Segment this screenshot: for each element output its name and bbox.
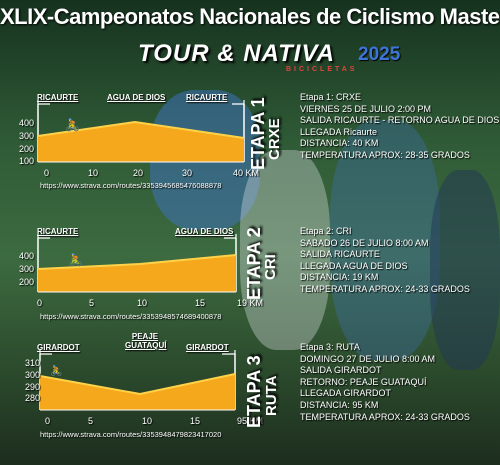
info-line: SALIDA RICAURTE - RETORNO AGUA DE DIOS	[300, 115, 500, 126]
x-tick: 40 KM	[233, 168, 260, 178]
background-photo-rider	[430, 170, 500, 370]
cyclist-icon: 🚴	[65, 118, 80, 132]
x-tick: 5	[89, 298, 95, 308]
elevation-profile	[39, 350, 236, 411]
y-tick: 300	[18, 264, 34, 274]
x-tick: 30	[182, 168, 193, 178]
x-tick: 20	[133, 168, 144, 178]
background-photo-rider	[330, 120, 440, 360]
info-line: SALIDA RICAURTE	[300, 249, 380, 260]
x-tick: 0	[37, 298, 43, 308]
y-tick: 300	[18, 131, 34, 141]
stage-number: ETAPA 3	[244, 355, 264, 428]
brand-year: 2025	[358, 44, 401, 65]
info-line: SABADO 26 DE JULIO 8:00 AM	[300, 237, 429, 248]
info-line: TEMPERATURA APROX: 24-33 GRADOS	[300, 283, 470, 294]
brand-logo: TOUR & NATIVA	[138, 40, 335, 67]
info-line: DOMINGO 27 DE JULIO 8:00 AM	[300, 353, 436, 364]
y-tick: 200	[18, 144, 34, 154]
stage-info: Etapa 2: CRI SABADO 26 DE JULIO 8:00 AM …	[300, 226, 470, 296]
stage-2: RICAURTE AGUA DE DIOS 🚴 400 300 200 0 5 …	[0, 224, 500, 324]
point-start-label: GIRARDOT	[37, 343, 80, 352]
x-tick: 19 KM	[237, 298, 264, 308]
x-tick: 10	[88, 168, 99, 178]
stage-type: CRI	[262, 254, 279, 280]
y-tick: 100	[18, 156, 34, 166]
strava-link[interactable]: https://www.strava.com/routes/3353945685…	[40, 181, 222, 190]
page-title: XLIX-Campeonatos Nacionales de Ciclismo …	[0, 4, 500, 29]
brand-subtitle: BICICLETAS	[286, 66, 358, 73]
info-line: DISTANCIA: 19 KM	[300, 272, 379, 283]
stage-type: RUTA	[263, 375, 280, 416]
info-line: SALIDA GIRARDOT	[300, 365, 382, 376]
point-end-label: AGUA DE DIOS	[175, 227, 234, 236]
x-tick: 10	[137, 298, 148, 308]
elevation-profile	[37, 100, 245, 163]
point-mid-label: AGUA DE DIOS	[107, 93, 166, 102]
info-line: LLEGADA Ricaurte	[300, 126, 378, 137]
info-line: DISTANCIA: 40 KM	[300, 138, 379, 149]
info-line: DISTANCIA: 95 KM	[300, 399, 379, 410]
info-line: VIERNES 25 DE JULIO 2:00 PM	[300, 103, 432, 114]
info-line: TEMPERATURA APROX: 28-35 GRADOS	[300, 149, 470, 160]
x-tick: 95 KM	[237, 416, 264, 426]
strava-link[interactable]: https://www.strava.com/routes/3353948479…	[40, 430, 222, 439]
y-tick: 400	[18, 118, 34, 128]
info-line: Etapa 1: CRXE	[300, 92, 362, 102]
x-tick: 0	[45, 416, 51, 426]
info-line: LLEGADA AGUA DE DIOS	[300, 260, 408, 271]
x-tick: 0	[44, 168, 50, 178]
cyclist-icon: 🚴	[68, 253, 83, 267]
strava-link[interactable]: https://www.strava.com/routes/3353948574…	[40, 312, 222, 321]
x-tick: 10	[142, 416, 153, 426]
info-line: RETORNO: PEAJE GUATAQUÍ	[300, 376, 427, 387]
stage-1: RICAURTE AGUA DE DIOS RICAURTE 🚴 400 300…	[0, 90, 500, 190]
cyclist-icon: 🚴	[50, 366, 63, 377]
info-line: Etapa 3: RUTA	[300, 342, 360, 352]
point-end-label: RICAURTE	[186, 93, 228, 102]
x-tick: 15	[195, 298, 206, 308]
x-tick: 15	[190, 416, 201, 426]
y-tick: 400	[18, 251, 34, 261]
y-tick: 290	[24, 382, 40, 392]
y-tick: 200	[18, 277, 34, 287]
x-tick: 5	[88, 416, 94, 426]
background-photo-rider	[240, 150, 330, 350]
info-line: TEMPERATURA APROX: 24-33 GRADOS	[300, 411, 470, 422]
point-start-label: RICAURTE	[37, 93, 79, 102]
point-mid-label: PEAJE GUATAQUÍ	[125, 332, 167, 350]
elevation-profile	[37, 234, 237, 293]
stage-type: CRXE	[266, 118, 283, 160]
y-tick: 300	[24, 370, 40, 380]
point-end-label: GIRARDOT	[186, 343, 229, 352]
info-line: Etapa 2: CRI	[300, 226, 352, 236]
stage-info: Etapa 1: CRXE VIERNES 25 DE JULIO 2:00 P…	[300, 92, 499, 162]
stage-info: Etapa 3: RUTA DOMINGO 27 DE JULIO 8:00 A…	[300, 342, 470, 423]
y-tick: 280	[24, 393, 40, 403]
stage-3: GIRARDOT PEAJE GUATAQUÍ GIRARDOT 🚴 310 3…	[0, 332, 500, 452]
point-start-label: RICAURTE	[37, 227, 79, 236]
y-tick: 310	[24, 358, 40, 368]
info-line: LLEGADA GIRARDOT	[300, 388, 392, 399]
